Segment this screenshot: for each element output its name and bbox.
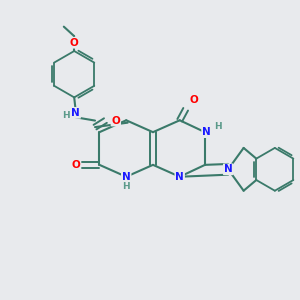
Text: O: O (189, 95, 198, 105)
Text: N: N (224, 164, 233, 174)
Text: N: N (202, 127, 211, 137)
Text: H: H (122, 182, 130, 191)
Text: N: N (71, 108, 80, 118)
Text: N: N (122, 172, 130, 182)
Text: O: O (71, 160, 80, 170)
Text: N: N (175, 172, 184, 182)
Text: H: H (62, 111, 70, 120)
Text: O: O (111, 116, 120, 126)
Text: H: H (214, 122, 221, 131)
Text: O: O (70, 38, 79, 48)
